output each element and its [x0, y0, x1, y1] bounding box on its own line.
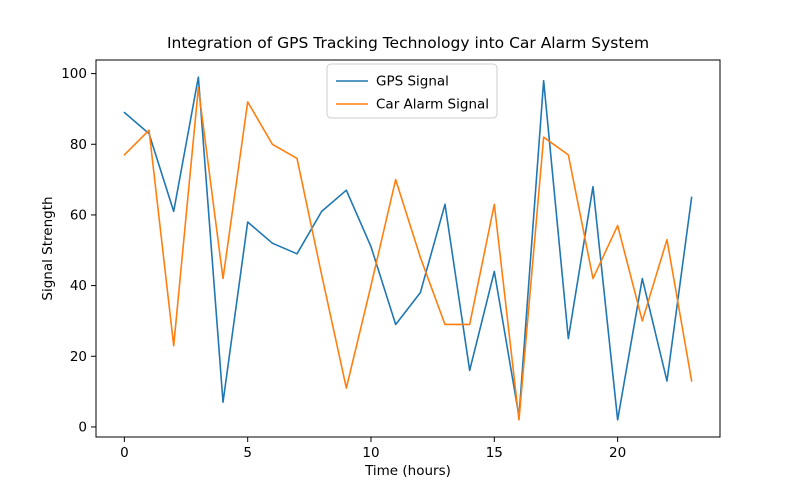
car-alarm-signal-line	[123, 86, 693, 421]
plot-frame	[95, 59, 721, 438]
y-tick-label: 40	[70, 278, 87, 294]
x-tick-label: 20	[609, 445, 626, 461]
y-tick-label: 0	[78, 419, 87, 435]
y-tick-label: 100	[61, 66, 87, 82]
legend: GPS Signal Car Alarm Signal	[326, 63, 498, 119]
x-tick-label: 10	[362, 445, 379, 461]
legend-entry-label: Car Alarm Signal	[376, 97, 489, 113]
x-tick-label: 5	[243, 445, 252, 461]
y-tick-label: 60	[70, 207, 87, 223]
gps-signal-line	[123, 76, 693, 421]
x-tick-label: 0	[120, 445, 129, 461]
chart-title: Integration of GPS Tracking Technology i…	[167, 34, 649, 52]
plot-area	[96, 60, 720, 437]
y-tick-label: 80	[70, 137, 87, 153]
x-tick-label: 15	[486, 445, 503, 461]
legend-entry-label: GPS Signal	[376, 74, 449, 90]
x-axis-label: Time (hours)	[364, 463, 451, 479]
y-axis-label: Signal Strength	[40, 196, 56, 300]
legend-box	[326, 63, 498, 119]
y-tick-label: 20	[70, 349, 87, 365]
